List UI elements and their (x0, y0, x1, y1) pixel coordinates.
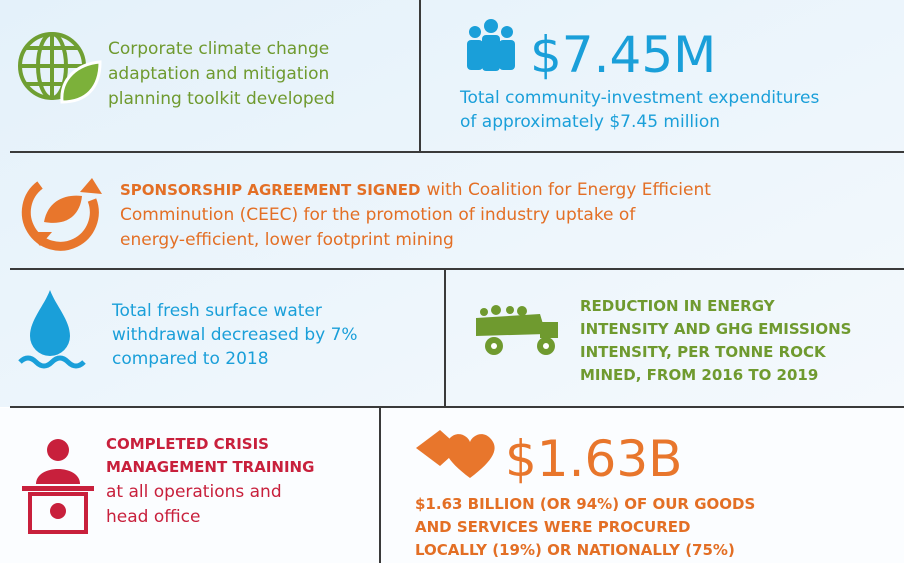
text-line: MINED, FROM 2016 TO 2019 (580, 366, 818, 384)
headline: $1.63B (505, 430, 682, 488)
text-line: Corporate climate change (108, 39, 329, 59)
text-line: Comminution (CEEC) for the promotion of … (120, 205, 636, 225)
bold-lead: SPONSORSHIP AGREEMENT SIGNED (120, 181, 420, 199)
cycle-icon (21, 178, 102, 251)
text-line: head office (106, 507, 201, 527)
text-line: withdrawal decreased by 7% (112, 325, 358, 345)
text-line: with Coalition for Energy Efficient (426, 180, 711, 200)
text-line: INTENSITY, PER TONNE ROCK (580, 343, 827, 361)
water-icon (18, 290, 86, 369)
text-line: LOCALLY (19%) OR NATIONALLY (75%) (415, 541, 735, 559)
background (0, 0, 904, 407)
background (0, 408, 904, 563)
text-line: COMPLETED CRISIS (106, 435, 269, 453)
text-line: SPONSORSHIP AGREEMENT SIGNED with Coaliti… (120, 180, 711, 200)
text-line: planning toolkit developed (108, 89, 335, 109)
training-icon (22, 439, 94, 534)
heart-icon (416, 430, 495, 478)
text-line: $1.63 BILLION (OR 94%) OF OUR GOODS (415, 495, 755, 513)
truck-icon (476, 305, 558, 355)
dividers (10, 0, 904, 563)
text-line: at all operations and (106, 482, 282, 502)
text-line: REDUCTION IN ENERGY (580, 297, 776, 315)
text-line: INTENSITY AND GHG EMISSIONS (580, 320, 851, 338)
text-line: of approximately $7.45 million (460, 112, 720, 132)
text-line: MANAGEMENT TRAINING (106, 458, 314, 476)
text-line: AND SERVICES WERE PROCURED (415, 518, 690, 536)
people-icon (467, 19, 515, 71)
text-line: energy-efficient, lower footprint mining (120, 230, 454, 250)
text-line: Total community-investment expenditures (459, 88, 819, 108)
globe-icon (18, 32, 102, 104)
text-line: adaptation and mitigation (108, 64, 329, 84)
text-line: compared to 2018 (112, 349, 269, 369)
headline: $7.45M (530, 26, 716, 84)
text-line: Total fresh surface water (111, 301, 322, 321)
